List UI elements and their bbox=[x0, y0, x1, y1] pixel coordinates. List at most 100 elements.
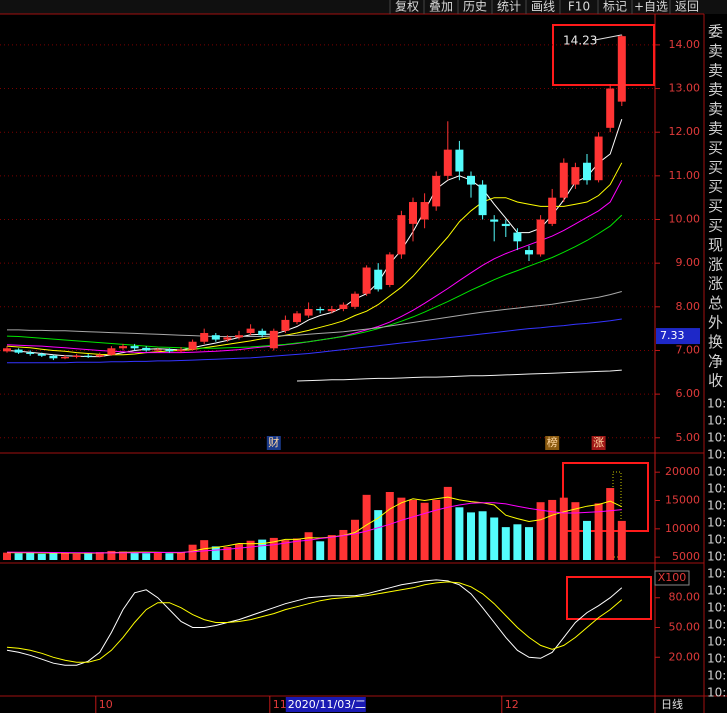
volume-bar bbox=[385, 492, 394, 560]
volume-bar bbox=[478, 511, 487, 560]
y-tick-label: 10000 bbox=[665, 522, 700, 535]
toolbar-button[interactable]: 统计 bbox=[497, 0, 521, 14]
volume-bar bbox=[258, 539, 267, 560]
y-tick-label: 9.00 bbox=[676, 256, 701, 269]
side-time: 10: bbox=[707, 482, 726, 496]
candle-body bbox=[548, 197, 557, 224]
volume-bar bbox=[339, 529, 348, 560]
candle-body bbox=[559, 162, 568, 198]
candle-body bbox=[304, 308, 313, 316]
candle-body bbox=[246, 328, 255, 334]
side-label: 卖 bbox=[708, 81, 723, 99]
side-time: 10: bbox=[707, 618, 726, 632]
moving-average bbox=[296, 369, 622, 382]
volume-bar bbox=[142, 553, 151, 560]
candle-body bbox=[606, 88, 615, 128]
y-tick-label: 14.00 bbox=[669, 38, 701, 51]
period-label: 日线 bbox=[661, 697, 683, 711]
moving-average bbox=[6, 214, 623, 349]
volume-bar bbox=[37, 553, 46, 560]
volume-bar bbox=[165, 553, 174, 560]
volume-bar bbox=[223, 546, 232, 560]
candle-body bbox=[223, 337, 232, 340]
volume-bar bbox=[455, 507, 464, 560]
volume-bar bbox=[571, 502, 580, 560]
y-tick-label: 15000 bbox=[665, 494, 700, 507]
toolbar-button[interactable]: +自选 bbox=[634, 0, 668, 14]
volume-bar bbox=[95, 552, 104, 560]
candle-body bbox=[95, 354, 104, 357]
candle-body bbox=[571, 167, 580, 185]
side-time: 10: bbox=[707, 499, 726, 513]
x-tick-label: 12 bbox=[505, 698, 519, 711]
volume-bar bbox=[548, 499, 557, 560]
volume-bar bbox=[362, 494, 371, 560]
annotation-box bbox=[562, 462, 649, 532]
side-label: 委 bbox=[708, 23, 723, 41]
side-label: 涨 bbox=[708, 275, 723, 293]
volume-bar bbox=[26, 552, 35, 560]
volume-bar bbox=[513, 524, 522, 560]
volume-bar bbox=[61, 552, 69, 560]
side-time: 10: bbox=[707, 414, 726, 428]
side-time: 10: bbox=[707, 448, 726, 462]
y-tick-label: 12.00 bbox=[669, 125, 701, 138]
volume-bar bbox=[501, 527, 510, 560]
side-time: 10: bbox=[707, 431, 726, 445]
volume-bar bbox=[246, 540, 255, 560]
volume-bar bbox=[606, 488, 615, 560]
toolbar-button[interactable]: 画线 bbox=[531, 0, 555, 14]
candle-body bbox=[37, 353, 46, 356]
y-tick-label: 7.00 bbox=[676, 343, 701, 356]
candle-body bbox=[351, 293, 359, 307]
annotation-box bbox=[552, 24, 655, 86]
side-time: 10: bbox=[707, 567, 726, 581]
volume-bar bbox=[420, 502, 429, 560]
candle-body bbox=[153, 349, 162, 351]
cursor-date: 2020/11/03/二 bbox=[288, 698, 366, 711]
toolbar-button[interactable]: 叠加 bbox=[429, 0, 453, 14]
side-time: 10: bbox=[707, 465, 726, 479]
side-time: 10: bbox=[707, 550, 726, 564]
volume-bar bbox=[525, 527, 533, 560]
moving-average bbox=[7, 318, 622, 364]
volume-bar bbox=[490, 517, 499, 560]
toolbar-button[interactable]: 返回 bbox=[675, 0, 699, 14]
toolbar-button[interactable]: 复权 bbox=[395, 0, 419, 14]
side-time: 10: bbox=[707, 516, 726, 530]
candle-body bbox=[72, 355, 81, 358]
side-label: 换 bbox=[708, 333, 723, 351]
toolbar-button[interactable]: 标记 bbox=[603, 0, 627, 14]
candle-body bbox=[177, 349, 185, 352]
side-time: 10: bbox=[707, 533, 726, 547]
volume-bar bbox=[409, 499, 417, 560]
candle-body bbox=[339, 304, 348, 309]
toolbar-button[interactable]: F10 bbox=[568, 0, 590, 14]
y-tick-label: 10.00 bbox=[669, 213, 701, 226]
y-tick-label: 5000 bbox=[672, 550, 700, 563]
candle-body bbox=[420, 202, 429, 220]
candle-body bbox=[269, 330, 278, 349]
side-label: 卖 bbox=[708, 61, 723, 79]
volume-bar bbox=[327, 535, 336, 560]
candle-body bbox=[327, 308, 336, 312]
side-label: 卖 bbox=[708, 120, 723, 138]
volume-bar bbox=[316, 541, 325, 560]
volume-bar bbox=[397, 497, 406, 560]
event-marker-bg bbox=[591, 436, 606, 450]
candle-body bbox=[397, 215, 406, 255]
toolbar-bar bbox=[0, 0, 727, 14]
candle-body bbox=[490, 219, 499, 222]
volume-bar bbox=[583, 520, 591, 560]
candle-body bbox=[617, 36, 626, 102]
volume-bar bbox=[536, 502, 545, 560]
volume-bar bbox=[130, 552, 139, 560]
y-tick-label: 8.00 bbox=[676, 300, 701, 313]
candle-body bbox=[374, 269, 383, 290]
volume-bar bbox=[188, 544, 197, 560]
event-marker-bg bbox=[545, 436, 560, 450]
toolbar-button[interactable]: 历史 bbox=[463, 0, 487, 14]
volume-unit: X100 bbox=[658, 571, 687, 584]
volume-bar bbox=[467, 512, 475, 560]
